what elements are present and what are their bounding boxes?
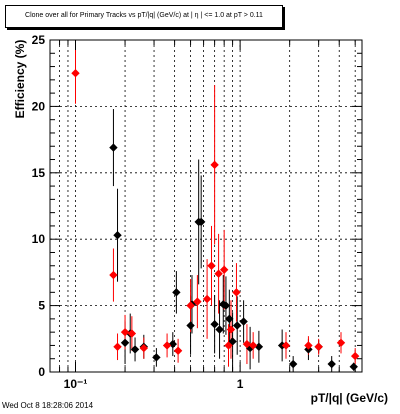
red-data-point [219,265,229,274]
axis-tick-labels: 0 5 10 15 20 25 10⁻¹ 1 [32,33,244,391]
red-data-point [109,270,118,280]
red-data-point [193,297,202,306]
red-data-point [127,329,137,338]
red-data-point [304,341,313,350]
black-data-point [239,317,248,326]
black-data-point [172,288,181,297]
plot-frame [49,39,363,373]
red-data-point [207,261,216,270]
y-tick-label: 15 [32,166,46,180]
axis-ticks [49,39,362,373]
black-data-point [113,231,122,240]
y-tick-label: 5 [38,299,45,313]
black-data-point [130,345,140,354]
red-data-point [113,342,122,351]
red-data-point [314,342,323,351]
red-data-point [281,341,291,350]
y-axis-label: Efficiency (%) [13,39,27,119]
black-data-point [152,353,161,362]
red-data-point [242,339,252,349]
red-data-point [248,341,258,350]
red-data-point [186,301,195,310]
black-data-point [225,314,234,324]
black-data-point [228,337,237,346]
y-tick-label: 0 [38,365,45,379]
red-data-point [226,325,236,334]
black-data-point [288,359,298,369]
black-data-point [349,362,358,371]
x-tick-label: 10⁻¹ [64,377,88,391]
red-data-point [336,338,346,347]
black-data-point [120,338,130,347]
black-data-point [210,319,219,329]
black-data-point [196,217,206,227]
timestamp: Wed Oct 8 18:28:06 2014 [2,401,94,410]
red-data-point [120,327,130,337]
red-data-point [350,351,360,361]
black-data-point [221,301,231,310]
red-data-point [71,69,80,78]
black-data-point [109,143,118,152]
data-markers [71,69,360,371]
y-tick-label: 20 [32,99,46,113]
red-data-point [224,341,233,350]
y-tick-label: 25 [32,33,46,47]
y-tick-label: 10 [32,232,46,246]
grid-lines [49,40,362,372]
black-data-point [215,325,224,334]
red-data-point [210,160,219,170]
black-data-point [327,359,336,369]
red-data-point [139,343,149,353]
black-data-point [168,339,178,349]
red-data-point [162,341,172,350]
red-data-point [214,269,223,278]
red-data-point [202,294,212,304]
chart-title-box: Clone over all for Primary Tracks vs pT/… [5,5,283,28]
red-data-point [173,346,183,355]
chart-title: Clone over all for Primary Tracks vs pT/… [25,12,263,19]
red-data-point [232,288,241,297]
black-data-point [186,321,195,330]
black-data-point [233,321,242,330]
x-axis-label: pT/|q| (GeV/c) [310,391,388,405]
black-data-point [254,342,264,351]
x-tick-label: 1 [237,377,244,391]
